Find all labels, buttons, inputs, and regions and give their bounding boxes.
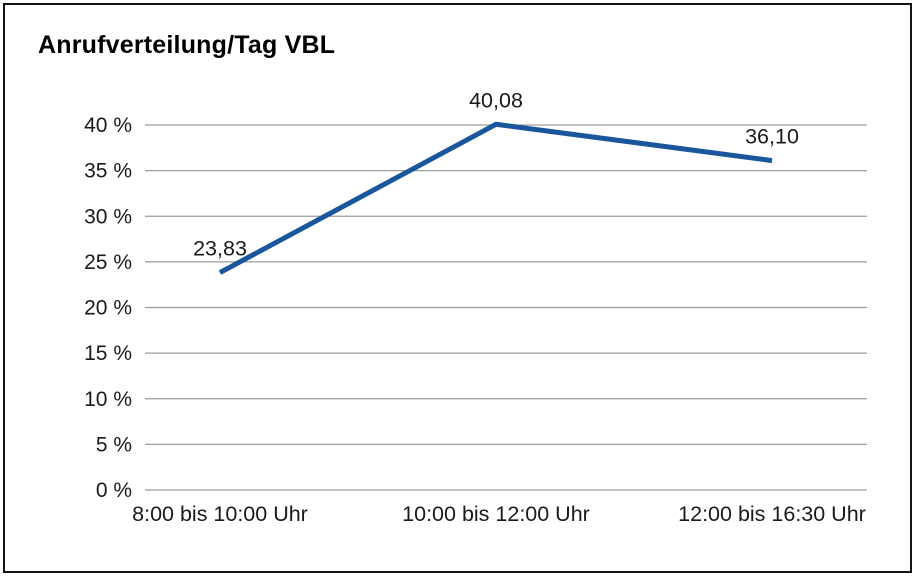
y-tick-label: 25 %	[84, 251, 132, 274]
y-tick-label: 15 %	[84, 342, 132, 365]
x-axis-label: 12:00 bis 16:30 Uhr	[678, 502, 866, 526]
y-tick-label: 0 %	[96, 479, 132, 502]
data-label: 23,83	[193, 237, 247, 261]
data-label: 40,08	[469, 88, 523, 112]
y-tick-label: 40 %	[84, 114, 132, 137]
x-axis-label: 8:00 bis 10:00 Uhr	[132, 502, 308, 526]
line-chart: 0 % 5 % 10 % 15 % 20 % 25 % 30 % 35 % 40 % 23,83 4…	[84, 88, 867, 526]
y-tick-label: 5 %	[96, 433, 132, 456]
x-axis-label: 10:00 bis 12:00 Uhr	[402, 502, 590, 526]
chart-frame: Anrufverteilung/Tag VBL 0 % 5 % 10 % 15 % 20…	[3, 3, 912, 573]
y-tick-label: 35 %	[84, 160, 132, 183]
y-tick-label: 30 %	[84, 205, 132, 228]
data-label: 36,10	[745, 125, 799, 149]
y-tick-label: 20 %	[84, 297, 132, 320]
chart-title: Anrufverteilung/Tag VBL	[38, 31, 336, 59]
y-tick-label: 10 %	[84, 388, 132, 411]
series-line	[218, 121, 773, 275]
